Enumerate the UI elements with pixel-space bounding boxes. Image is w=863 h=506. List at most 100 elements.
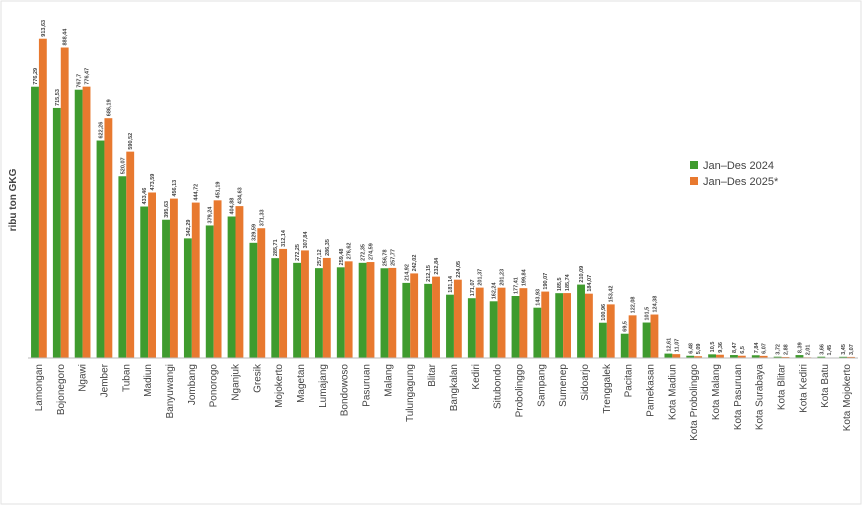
bar	[708, 354, 717, 358]
x-tick-label: Kota Surabaya	[755, 364, 766, 431]
value-label: 3,07	[849, 344, 855, 355]
value-label: 257,12	[317, 249, 323, 266]
bar	[642, 322, 651, 358]
value-label: 10,5	[710, 342, 716, 353]
bar	[126, 151, 135, 358]
bar	[213, 200, 222, 358]
bar	[140, 206, 149, 358]
bar	[730, 355, 738, 358]
x-tick-label: Kota Malang	[711, 364, 722, 420]
value-label: 256,78	[382, 249, 388, 266]
bar	[74, 89, 83, 359]
value-label: 259,48	[339, 248, 345, 265]
x-tick-label: Kota Batu	[820, 364, 831, 408]
value-label: 190,07	[543, 273, 549, 290]
x-tick-label: Bondowoso	[340, 364, 351, 417]
x-tick-label: Kota Kediri	[798, 364, 809, 413]
value-label: 342,29	[186, 220, 192, 237]
value-label: 6,5	[740, 346, 746, 354]
x-tick-label: Sidoarjo	[580, 364, 591, 401]
value-label: 201,37	[478, 269, 484, 286]
bar	[344, 261, 353, 358]
bar	[60, 47, 69, 358]
bar	[257, 228, 266, 358]
x-tick-label: Malang	[383, 364, 394, 397]
value-label: 285,71	[273, 239, 279, 256]
x-tick-label: Tulungagung	[405, 364, 416, 422]
value-label: 210,09	[579, 266, 585, 283]
value-label: 434,63	[237, 187, 243, 204]
x-tick-label: Pacitan	[624, 364, 635, 397]
bar	[322, 257, 331, 358]
value-label: 433,46	[142, 188, 148, 205]
value-label: 520,07	[120, 157, 126, 174]
value-label: 212,15	[426, 265, 432, 282]
value-label: 162,24	[492, 282, 498, 300]
value-label: 242,02	[412, 255, 418, 272]
bar	[183, 238, 192, 358]
bar	[410, 273, 419, 358]
value-label: 185,74	[565, 273, 571, 291]
x-tick-label: Magetan	[296, 364, 307, 403]
x-tick-label: Ngawi	[78, 364, 89, 392]
value-label: 12,61	[666, 338, 672, 352]
x-tick-label: Lamongan	[34, 364, 45, 411]
x-tick-label: Blitar	[427, 363, 438, 386]
value-label: 177,41	[514, 277, 520, 294]
value-label: 686,19	[106, 99, 112, 116]
value-label: 276,62	[347, 243, 353, 260]
bar	[38, 38, 47, 358]
bar	[453, 279, 462, 358]
bar	[380, 268, 389, 358]
value-label: 404,88	[230, 198, 236, 215]
bar	[432, 276, 440, 358]
legend-swatch	[690, 161, 698, 169]
value-label: 286,35	[325, 239, 331, 256]
value-label: 124,38	[652, 296, 658, 313]
bar	[82, 86, 91, 358]
legend-swatch	[690, 177, 698, 185]
value-label: 143,93	[535, 289, 541, 306]
value-label: 8,39	[797, 342, 803, 353]
bar	[817, 356, 826, 358]
bar	[424, 283, 433, 358]
x-tick-label: Tuban	[121, 364, 132, 392]
value-label: 214,92	[404, 264, 410, 281]
bar	[672, 354, 681, 358]
bar	[795, 355, 804, 358]
value-label: 2,01	[805, 345, 811, 356]
x-tick-label: Lumajang	[318, 364, 329, 408]
bar	[716, 354, 724, 358]
value-label: 451,19	[216, 181, 222, 198]
value-label: 100,96	[601, 304, 607, 321]
value-label: 274,59	[368, 243, 374, 260]
bar	[773, 356, 782, 358]
value-label: 312,14	[281, 229, 287, 247]
value-label: 715,53	[55, 89, 61, 106]
bar	[584, 293, 593, 358]
value-label: 444,72	[194, 184, 200, 201]
x-tick-label: Sampang	[536, 364, 547, 407]
bar	[577, 284, 585, 358]
bar	[235, 206, 244, 358]
value-label: 272,25	[295, 244, 301, 261]
bar	[541, 291, 550, 358]
x-tick-label: Madiun	[143, 364, 154, 397]
x-tick-label: Mojokerto	[274, 364, 285, 408]
bar	[118, 176, 127, 358]
bar	[555, 293, 564, 358]
bar	[533, 307, 542, 358]
bar	[781, 356, 790, 358]
value-label: 69,5	[623, 321, 629, 332]
value-label: 456,13	[172, 180, 178, 197]
value-label: 224,05	[456, 261, 462, 278]
bar	[686, 355, 695, 358]
y-axis-title: ribu ton GKG	[8, 168, 19, 231]
value-label: 5,09	[696, 344, 702, 355]
value-label: 8,47	[732, 342, 738, 353]
value-label: 199,84	[521, 268, 527, 286]
bar	[628, 315, 637, 358]
x-tick-label: Bojonegoro	[56, 364, 67, 416]
value-label: 6,07	[762, 343, 768, 354]
x-tick-label: Kediri	[471, 364, 482, 390]
